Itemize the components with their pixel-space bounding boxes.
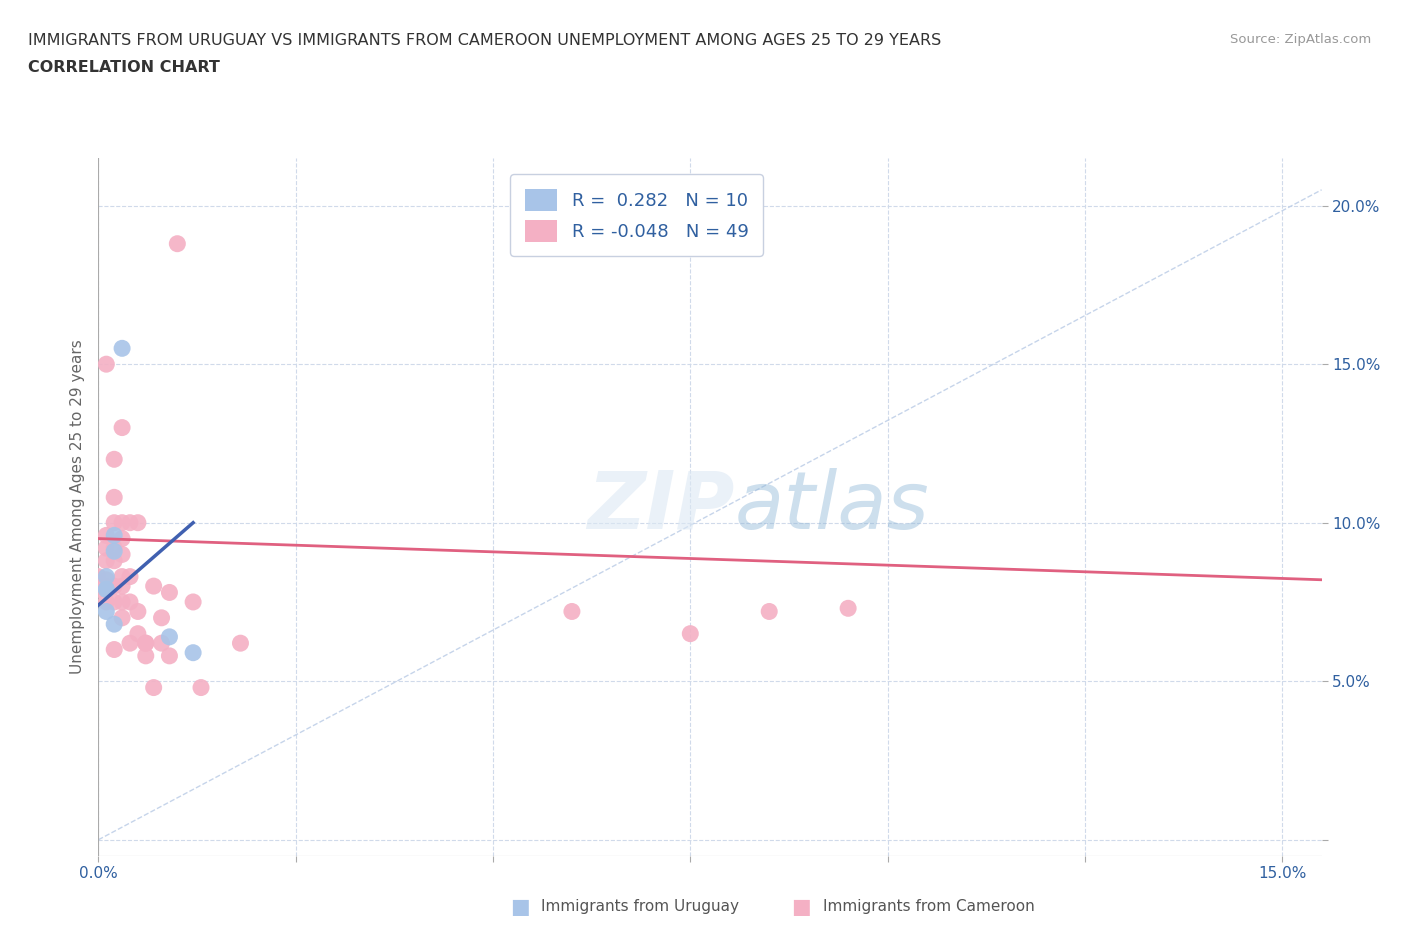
Point [96,594,118,609]
Text: ■: ■ [792,897,811,917]
Point [96,569,118,584]
Point [127,515,149,530]
Point [111,531,134,546]
Point [111,569,134,584]
Point [111,594,134,609]
Point [159,585,181,600]
Point [142,680,165,695]
Point [150,636,173,651]
Point [561,604,583,619]
Point [758,604,780,619]
Text: atlas: atlas [734,468,929,546]
Point [96,604,118,619]
Text: ZIP: ZIP [588,468,734,546]
Point [111,610,134,625]
Point [150,610,173,625]
Point [96,528,118,543]
Point [159,630,181,644]
Point [103,553,125,568]
Point [679,626,702,641]
Point [103,642,125,657]
Point [103,578,125,593]
Text: CORRELATION CHART: CORRELATION CHART [28,60,219,75]
Point [118,636,141,651]
Point [118,515,141,530]
Point [190,680,212,695]
Point [96,572,118,587]
Point [103,528,125,543]
Point [103,544,125,559]
Point [96,582,118,597]
Point [135,636,157,651]
Point [111,578,134,593]
Point [127,626,149,641]
Text: Immigrants from Cameroon: Immigrants from Cameroon [823,899,1035,914]
Point [96,553,118,568]
Point [135,648,157,663]
Text: Immigrants from Uruguay: Immigrants from Uruguay [541,899,740,914]
Point [118,569,141,584]
Point [111,420,134,435]
Point [111,547,134,562]
Point [87,569,110,584]
Point [103,515,125,530]
Point [127,604,149,619]
Point [103,594,125,609]
Point [103,540,125,555]
Point [96,540,118,555]
Point [111,341,134,356]
Point [181,645,204,660]
Point [142,578,165,593]
Point [96,357,118,372]
Point [166,236,188,251]
Point [96,578,118,593]
Point [103,617,125,631]
Point [87,582,110,597]
Point [103,452,125,467]
Point [103,490,125,505]
Point [229,636,252,651]
Point [837,601,859,616]
Text: ■: ■ [510,897,530,917]
Point [159,648,181,663]
Point [181,594,204,609]
Point [135,636,157,651]
Text: Source: ZipAtlas.com: Source: ZipAtlas.com [1230,33,1371,46]
Point [96,582,118,597]
Point [111,515,134,530]
Legend: R =  0.282   N = 10, R = -0.048   N = 49: R = 0.282 N = 10, R = -0.048 N = 49 [510,174,763,256]
Y-axis label: Unemployment Among Ages 25 to 29 years: Unemployment Among Ages 25 to 29 years [69,339,84,674]
Point [118,594,141,609]
Text: IMMIGRANTS FROM URUGUAY VS IMMIGRANTS FROM CAMEROON UNEMPLOYMENT AMONG AGES 25 T: IMMIGRANTS FROM URUGUAY VS IMMIGRANTS FR… [28,33,942,47]
